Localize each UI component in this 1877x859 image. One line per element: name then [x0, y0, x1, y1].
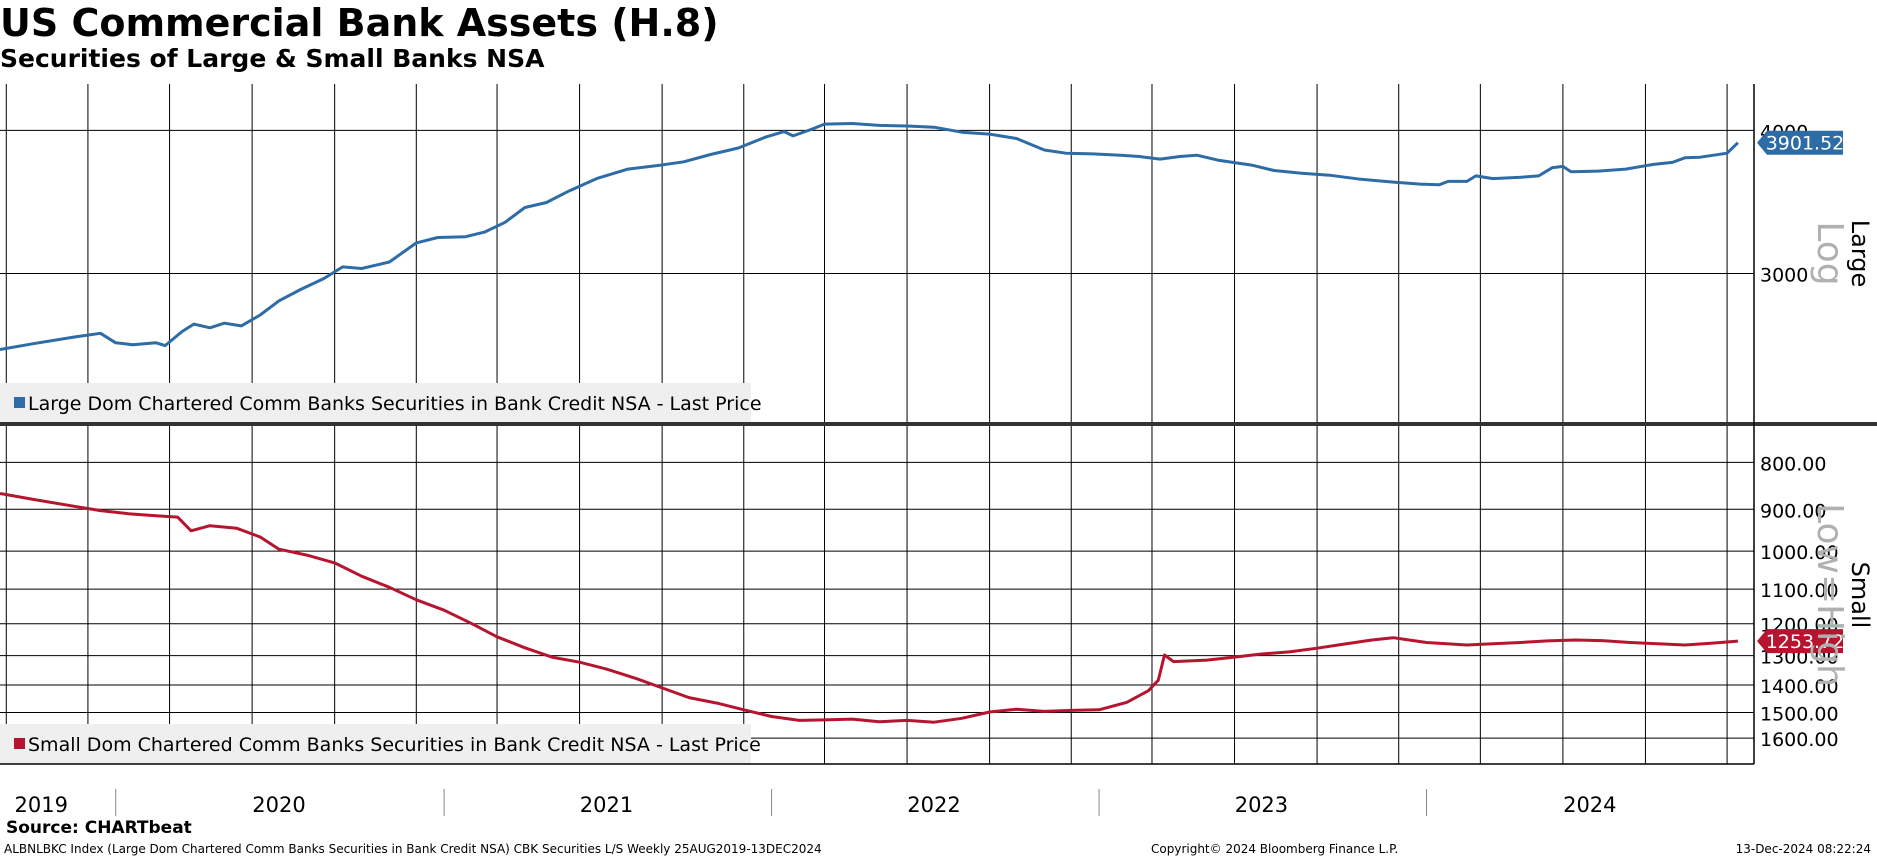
x-axis: 2019 2020 2021 2022 2023 2024 — [0, 84, 1877, 817]
chart-title: US Commercial Bank Assets (H.8) — [0, 1, 719, 45]
legend-box — [0, 383, 751, 423]
legend-swatch — [14, 397, 25, 408]
legend-label: Large Dom Chartered Comm Banks Securitie… — [28, 393, 762, 415]
scale-label: Log — [1809, 221, 1850, 285]
y-tick-label: 1000.00 — [1760, 542, 1839, 564]
last-value-label: 1253.72 — [1766, 631, 1845, 653]
y-tick-label: 1600.00 — [1760, 729, 1839, 751]
x-tick-label: 2022 — [907, 793, 960, 817]
y-tick-label: 1400.00 — [1760, 676, 1839, 698]
x-tick-label: 2020 — [252, 793, 305, 817]
source-note: Source: CHARTbeat — [6, 818, 192, 838]
last-value-badge — [1757, 629, 1843, 654]
legend-box — [0, 724, 751, 764]
x-tick-label: 2019 — [15, 793, 68, 817]
x-tick-label: 2021 — [580, 793, 633, 817]
series-line-large — [0, 122, 1739, 351]
last-value-label: 3901.52 — [1766, 133, 1845, 155]
y-axes: 300040003901.52LargeLog800.00900.001000.… — [1757, 121, 1874, 751]
axis-label-large: Large — [1846, 220, 1874, 288]
footer-timestamp: 13-Dec-2024 08:22:24 — [1735, 842, 1871, 856]
y-tick-label: 1100.00 — [1760, 580, 1839, 602]
y-tick-label: 900.00 — [1760, 500, 1826, 522]
x-tick-label: 2024 — [1563, 793, 1616, 817]
axis-label-small: Small — [1846, 562, 1874, 629]
legend-swatch — [14, 738, 25, 749]
chart-subtitle: Securities of Large & Small Banks NSA — [0, 44, 545, 73]
series-lines — [0, 122, 1739, 724]
y-tick-label: 3000 — [1760, 264, 1808, 286]
legend-label: Small Dom Chartered Comm Banks Securitie… — [28, 734, 761, 756]
footer-description: ALBNLBKC Index (Large Dom Chartered Comm… — [4, 842, 822, 856]
scale-label: Low=High — [1809, 503, 1850, 687]
y-tick-label: 800.00 — [1760, 453, 1826, 475]
x-tick-label: 2023 — [1235, 793, 1288, 817]
legends: Large Dom Chartered Comm Banks Securitie… — [0, 383, 762, 764]
footer-copyright: Copyright© 2024 Bloomberg Finance L.P. — [1151, 842, 1399, 856]
series-line-small — [0, 492, 1739, 724]
last-value-badge — [1757, 130, 1843, 155]
y-tick-label: 1500.00 — [1760, 703, 1839, 725]
